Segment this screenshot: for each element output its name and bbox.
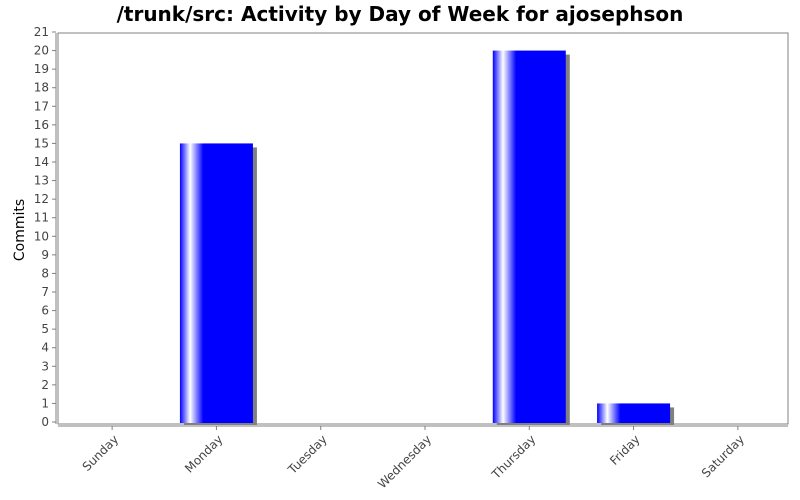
y-tick-label: 4 [41, 341, 49, 355]
y-tick-label: 12 [34, 192, 49, 206]
y-tick-label: 9 [41, 248, 49, 262]
y-tick-label: 16 [34, 118, 49, 132]
x-tick-label: Sunday [80, 432, 122, 474]
y-tick-label: 20 [34, 44, 49, 58]
bar-monday [179, 143, 253, 423]
x-tick-label: Wednesday [375, 432, 434, 491]
y-tick-label: 14 [34, 155, 49, 169]
y-tick-label: 7 [41, 285, 49, 299]
plot-area [57, 32, 789, 425]
y-tick-label: 19 [34, 62, 49, 76]
bar-friday [597, 403, 671, 423]
y-axis-title: Commits [12, 199, 28, 261]
x-axis: Sunday Monday Tuesday Wednesday Thursday Frid… [58, 425, 788, 491]
x-tick-label: Saturday [699, 432, 747, 480]
x-tick-label: Monday [182, 432, 225, 475]
x-tick-label: Tuesday [285, 432, 330, 477]
x-tick-label: Thursday [488, 432, 538, 482]
y-tick-label: 6 [41, 304, 49, 318]
y-tick-label: 2 [41, 378, 49, 392]
x-tick-label: Friday [607, 432, 643, 468]
y-tick-label: 8 [41, 266, 49, 280]
bar-thursday [492, 50, 566, 423]
y-tick-label: 21 [34, 25, 49, 39]
chart-title: /trunk/src: Activity by Day of Week for … [116, 2, 684, 26]
y-tick-label: 13 [34, 174, 49, 188]
y-tick-label: 11 [34, 211, 49, 225]
y-tick-label: 1 [41, 396, 49, 410]
y-tick-label: 3 [41, 359, 49, 373]
y-tick-label: 17 [34, 99, 49, 113]
y-tick-label: 0 [41, 415, 49, 429]
y-tick-label: 10 [34, 229, 49, 243]
y-tick-label: 18 [34, 81, 49, 95]
y-tick-label: 5 [41, 322, 49, 336]
y-tick-label: 15 [34, 136, 49, 150]
bars [179, 50, 675, 425]
